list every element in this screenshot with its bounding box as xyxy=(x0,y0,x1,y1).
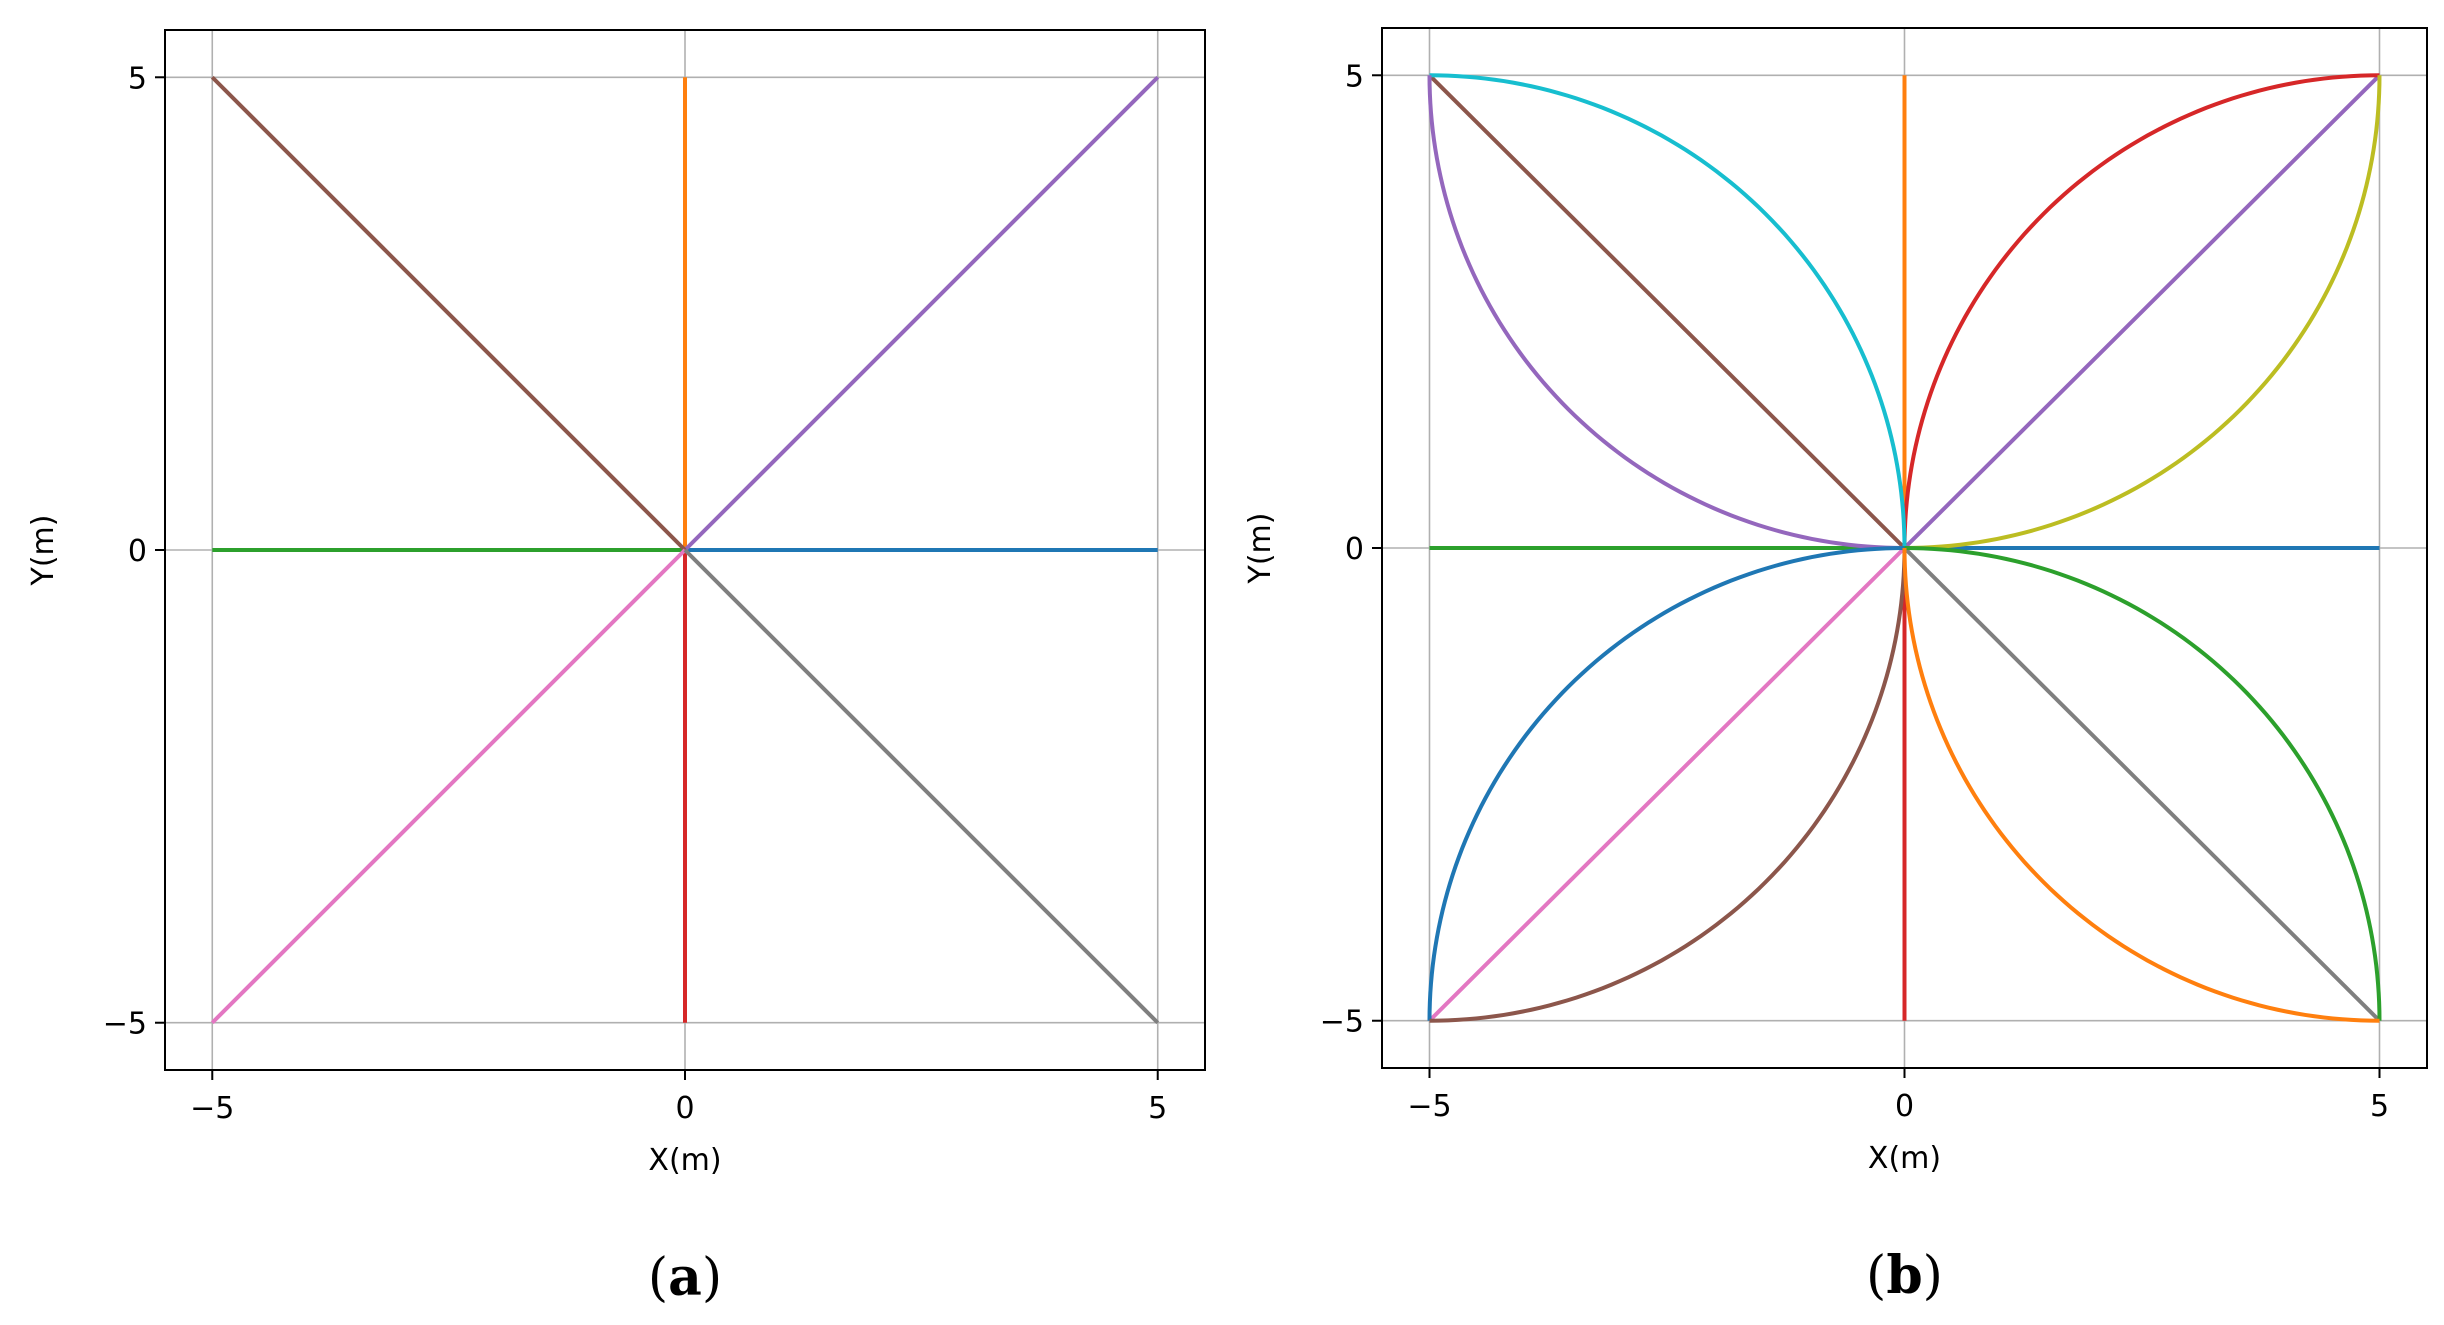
series-arc-15 xyxy=(1904,546,2382,1021)
x-tick-label: 5 xyxy=(2370,1089,2389,1124)
y-tick-label: 0 xyxy=(128,534,147,569)
series-line-7 xyxy=(1428,546,1906,1023)
series-line-8 xyxy=(1903,546,2381,1023)
chart-b-xlabel: X(m) xyxy=(1868,1141,1941,1176)
chart-a-ylabel: Y(m) xyxy=(26,515,61,587)
chart-b-svg: −5 0 5 −5 0 5 X(m) Y(m) (b) xyxy=(1243,27,2428,1306)
x-tick-label: −5 xyxy=(190,1091,234,1126)
y-tick-label: −5 xyxy=(103,1007,147,1042)
x-tick-label: 0 xyxy=(1895,1089,1914,1124)
series-arc-12 xyxy=(1427,75,1905,550)
y-tick-label: −5 xyxy=(1320,1005,1364,1040)
series-arc-9 xyxy=(1902,73,2380,549)
chart-panel-b: −5 0 5 −5 0 5 X(m) Y(m) (b) xyxy=(1222,0,2444,1325)
x-tick-label: 0 xyxy=(675,1091,694,1126)
y-tick-label: 5 xyxy=(1345,59,1364,94)
series-arc-16 xyxy=(1902,547,2380,1023)
series-arc-13 xyxy=(1427,546,1905,1021)
chart-b-caption: (b) xyxy=(1866,1245,1943,1306)
series-line-8 xyxy=(683,548,1160,1025)
series-line-5 xyxy=(1903,73,2381,550)
series-line-6 xyxy=(210,75,687,552)
series-arc-10 xyxy=(1904,75,2382,550)
y-tick-label: 5 xyxy=(128,61,147,96)
series-arc-14 xyxy=(1429,547,1907,1023)
chart-b-ylabel: Y(m) xyxy=(1243,513,1278,585)
chart-panel-a: −5 0 5 −5 0 5 X(m) Y(m) (a) xyxy=(26,29,1206,1308)
chart-a-svg: −5 0 5 −5 0 5 X(m) Y(m) (a) xyxy=(26,29,1206,1308)
chart-a-xlabel: X(m) xyxy=(648,1143,721,1178)
series-arc-11 xyxy=(1429,73,1907,549)
series-line-6 xyxy=(1428,73,1906,550)
series-line-7 xyxy=(210,548,687,1025)
series-line-5 xyxy=(683,75,1160,552)
x-tick-label: 5 xyxy=(1148,1091,1167,1126)
y-tick-label: 0 xyxy=(1345,532,1364,567)
x-tick-label: −5 xyxy=(1407,1089,1451,1124)
chart-a-caption: (a) xyxy=(648,1247,722,1308)
